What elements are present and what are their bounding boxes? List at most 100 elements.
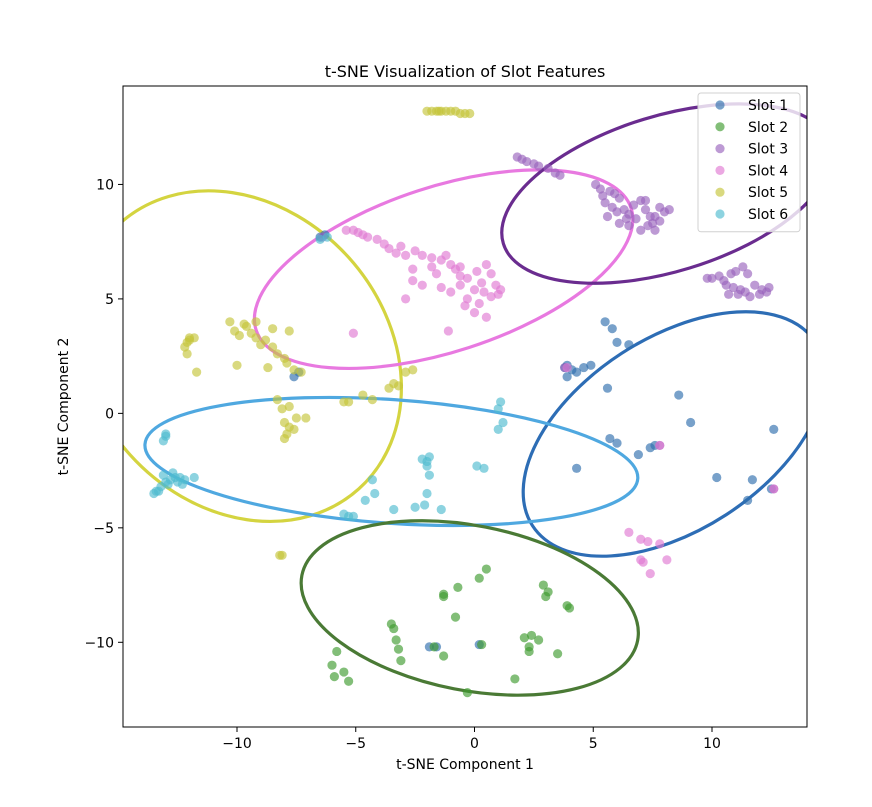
data-point [645,569,655,579]
data-point [370,488,380,499]
data-point [168,468,178,478]
data-point [643,536,653,547]
data-point [738,262,748,272]
data-point [384,243,394,254]
data-point [439,651,449,661]
data-point [745,292,755,302]
data-point [496,397,506,407]
data-point [486,292,496,302]
data-point [277,404,287,414]
x-tick-label: 0 [470,736,479,752]
data-point [289,365,299,375]
legend-label-slot-4: Slot 4 [748,163,788,179]
data-point [439,589,449,599]
data-point [391,248,401,258]
data-point [624,527,634,538]
data-point [602,211,613,222]
data-point [655,216,665,226]
y-tick-label: −10 [84,635,114,651]
data-point [486,269,496,279]
data-point [572,367,582,377]
data-point [633,449,643,460]
data-point [453,582,463,592]
data-point [479,287,489,297]
data-point [301,413,311,423]
data-point [650,225,660,235]
data-point [541,591,551,602]
data-point [674,390,684,400]
data-point [522,156,532,167]
data-point [363,232,373,242]
data-point [534,635,544,645]
data-point [268,324,278,334]
data-point [493,289,503,299]
data-point [163,479,173,489]
data-point [624,221,634,231]
data-point [465,108,475,119]
series-slot-5 [180,106,475,560]
legend-marker-slot-3 [715,144,725,154]
data-point [429,642,439,652]
cluster-ellipse-3 [500,102,807,285]
legend-marker-slot-5 [715,187,725,197]
data-point [277,550,287,560]
data-point [393,644,404,654]
data-point [401,250,411,261]
data-point [450,612,461,622]
data-point [455,280,465,290]
x-tick-label: −10 [222,736,252,752]
data-point [315,234,325,244]
data-point [372,234,382,244]
data-point [750,280,760,290]
data-point [348,511,358,521]
data-point [479,463,489,473]
data-point [455,262,465,272]
legend-label-slot-5: Slot 5 [748,185,788,201]
data-point [427,253,437,263]
legend-label-slot-2: Slot 2 [748,120,788,136]
data-point [268,342,278,352]
data-point [393,381,404,391]
data-point [712,472,722,483]
series-slot-4 [341,225,779,579]
data-point [640,195,651,206]
y-tick-label: −5 [93,521,114,537]
data-point [396,656,406,666]
data-point [422,488,432,499]
data-point [427,262,437,272]
series-slot-1 [289,230,779,652]
data-point [348,328,358,338]
data-point [424,452,434,462]
data-point [526,630,537,641]
data-point [655,440,665,451]
data-point [586,360,596,370]
data-point [733,289,743,299]
data-point [232,360,242,370]
data-point [553,649,563,659]
data-point [538,580,548,590]
x-tick-label: −5 [345,736,366,752]
data-point [612,337,622,347]
data-point [743,269,753,279]
data-point [602,383,613,393]
data-point [339,667,349,677]
data-point [360,495,370,505]
legend-label-slot-6: Slot 6 [748,207,788,223]
axes: −10 −5 0 5 10 −10 −5 0 5 10 [84,85,808,752]
data-point [510,674,520,684]
data-point [564,603,575,613]
data-point [636,225,646,235]
data-point [728,282,738,293]
data-point [769,484,779,494]
data-point [498,417,508,428]
data-point [192,367,202,377]
data-point [424,470,434,480]
data-point [636,555,646,565]
series-slot-3 [317,152,779,494]
data-point [662,555,672,565]
data-point [481,564,491,574]
data-point [462,688,472,698]
data-point [519,633,529,643]
